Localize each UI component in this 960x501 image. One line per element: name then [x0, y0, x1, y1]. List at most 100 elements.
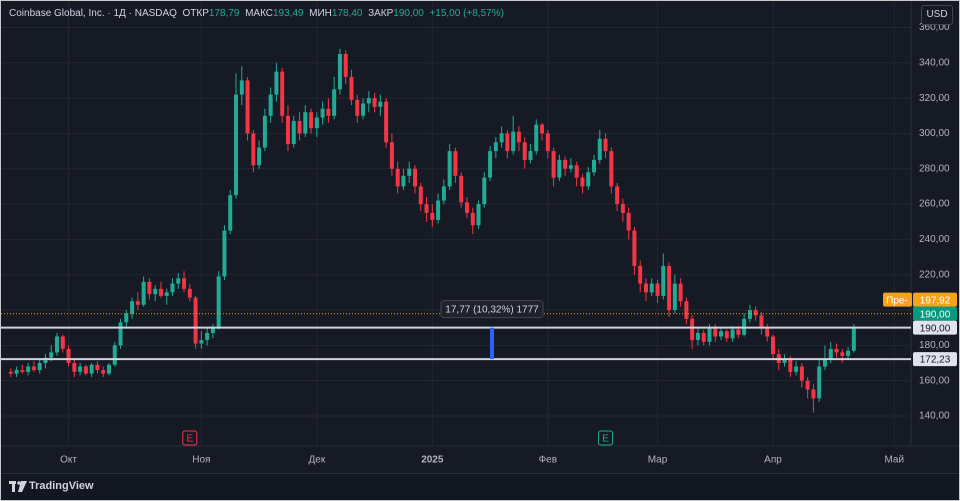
candle-body	[372, 98, 377, 107]
candle-body	[413, 168, 418, 187]
candle-body	[343, 53, 348, 77]
candle-body	[632, 230, 637, 266]
candle-body	[106, 364, 111, 374]
currency-button[interactable]: USD	[921, 5, 953, 25]
candle-body	[638, 265, 643, 284]
candle-body	[534, 124, 539, 152]
candle-body	[557, 159, 562, 178]
earnings-marker	[182, 430, 198, 446]
candle-body	[251, 133, 256, 166]
candle-body	[78, 366, 83, 372]
candle-body	[320, 108, 325, 118]
earnings-label: E	[602, 434, 609, 445]
candle-body	[846, 350, 851, 356]
x-tick-label: Дек	[308, 455, 325, 466]
candle-body	[649, 283, 654, 293]
logo	[9, 481, 27, 492]
candle-body	[199, 340, 204, 344]
chart: 140,00160,00180,00200,00220,00240,00260,…	[1, 1, 959, 466]
candle-body	[430, 212, 435, 220]
footer: TradingView	[1, 473, 959, 500]
candle-body	[851, 327, 856, 351]
level-badge	[913, 352, 957, 367]
y-tick-label: 240,00	[919, 234, 950, 245]
measure-box	[440, 300, 544, 319]
candle-body	[678, 283, 683, 302]
candle-body	[516, 131, 521, 143]
candle-body	[511, 131, 516, 152]
candle-body	[672, 283, 677, 311]
x-tick-label: 2025	[421, 455, 444, 466]
level-label: 190,00	[920, 323, 951, 334]
last-price-label: 190,00	[920, 309, 951, 320]
candle-body	[464, 202, 469, 213]
candle-body	[770, 336, 775, 355]
candle-body	[447, 151, 452, 187]
candle-body	[366, 98, 371, 104]
candle-body	[31, 366, 36, 371]
candle-body	[20, 370, 25, 372]
candle-body	[101, 370, 106, 374]
candle-body	[309, 112, 314, 129]
x-tick-label: Окт	[60, 455, 77, 466]
candle-body	[822, 359, 827, 367]
candle-body	[436, 200, 441, 220]
candle-body	[476, 204, 481, 226]
x-tick-label: Ноя	[192, 455, 210, 466]
candle-body	[49, 352, 54, 358]
candle-body	[597, 138, 602, 160]
y-tick-label: 260,00	[919, 199, 950, 210]
candle-body	[274, 71, 279, 95]
symbol: Coinbase Global, Inc. · 1Д · NASDAQ	[9, 8, 177, 19]
candle-body	[828, 348, 833, 360]
candle-body	[522, 142, 527, 160]
low-value: 178,40	[331, 8, 363, 19]
x-tick-label: Фев	[539, 455, 557, 466]
y-tick-label: 140,00	[919, 411, 950, 422]
candle-body	[141, 281, 146, 305]
y-tick-label: 360,00	[919, 22, 950, 33]
close-label: ЗАКР	[368, 8, 394, 19]
high-value: 193,49	[273, 8, 304, 19]
candle-body	[736, 329, 741, 335]
candle-body	[493, 142, 498, 152]
candle-body	[667, 265, 672, 311]
candle-body	[551, 151, 556, 178]
candle-body	[60, 336, 65, 349]
candle-body	[609, 151, 614, 187]
candle-body	[280, 71, 285, 116]
x-tick-label: Май	[884, 455, 904, 466]
earnings-marker	[598, 430, 614, 446]
y-tick-label: 320,00	[919, 93, 950, 104]
candle-body	[470, 212, 475, 226]
y-tick-label: 160,00	[919, 375, 950, 386]
candle-body	[395, 168, 400, 187]
candle-body	[724, 331, 729, 339]
level-label: 172,23	[920, 355, 951, 366]
measure-label: 17,77 (10,32%) 1777	[445, 304, 539, 315]
candle-body	[72, 363, 77, 372]
candle-body	[424, 204, 429, 213]
y-tick-label: 300,00	[919, 128, 950, 139]
x-tick-label: Апр	[764, 455, 782, 466]
candle-body	[580, 177, 585, 187]
candle-body	[782, 359, 787, 364]
candle-body	[407, 168, 412, 176]
candle-body	[66, 348, 71, 364]
candle-body	[563, 159, 568, 169]
candle-body	[268, 94, 273, 116]
candle-body	[291, 121, 296, 145]
brand[interactable]: TradingView	[29, 480, 94, 492]
candle-body	[753, 310, 758, 316]
candle-body	[89, 364, 94, 374]
candle-body	[661, 265, 666, 296]
candle-body	[568, 165, 573, 169]
candle-body	[158, 288, 163, 296]
candle-body	[528, 151, 533, 160]
candle-body	[592, 159, 597, 173]
candle-body	[14, 370, 19, 374]
candle-body	[164, 292, 169, 296]
candle-body	[222, 230, 227, 277]
candle-body	[799, 366, 804, 381]
